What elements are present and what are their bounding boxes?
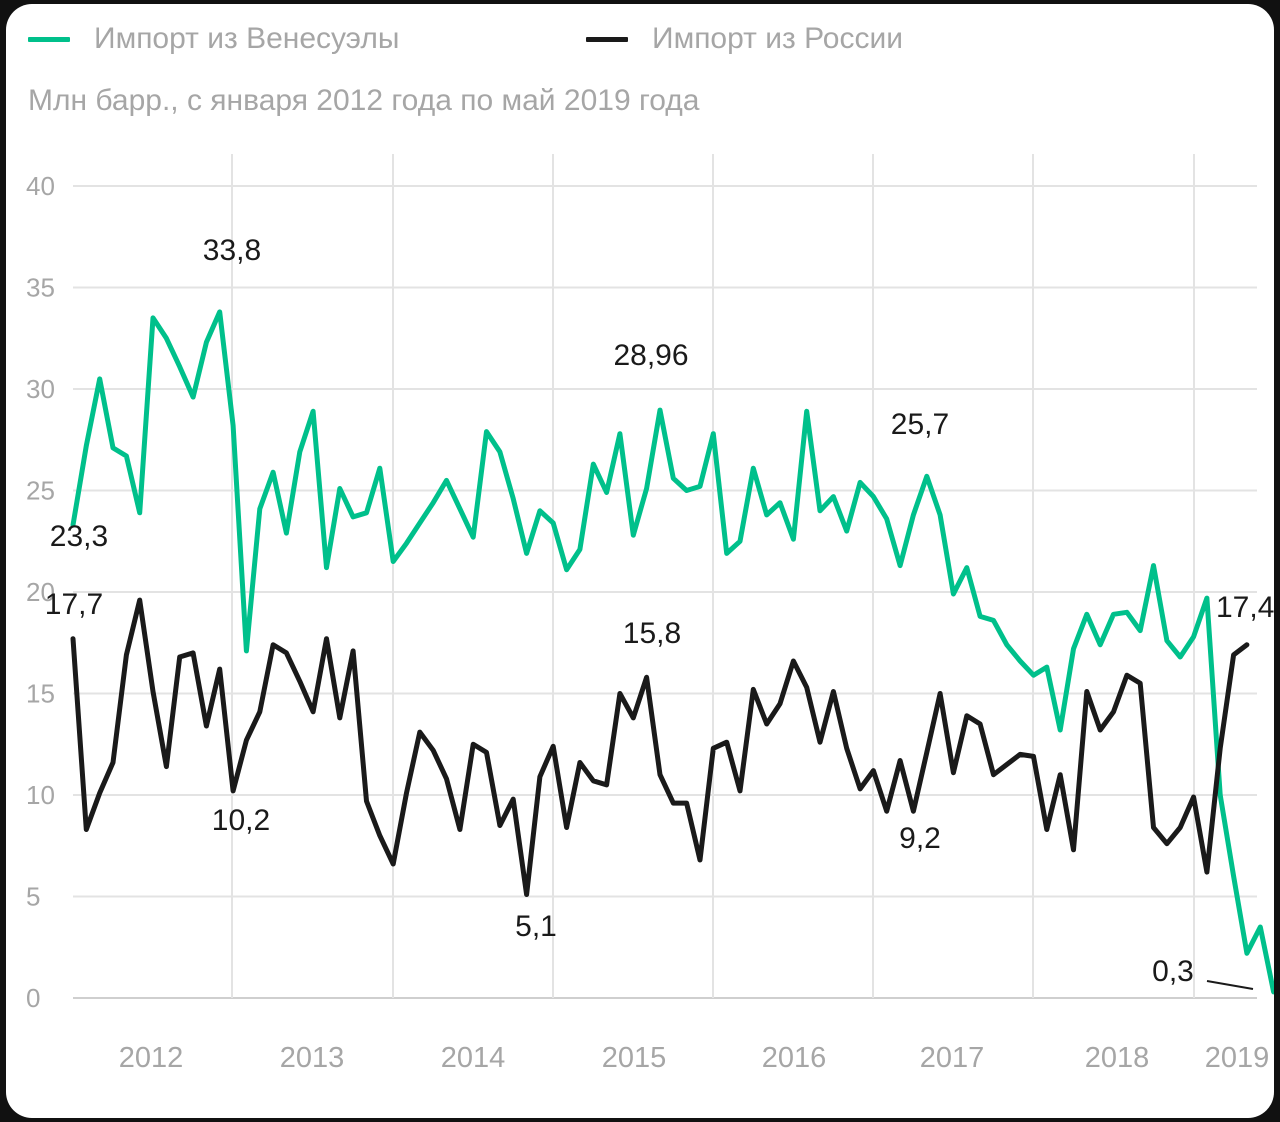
chart-subtitle: Млн барр., с января 2012 года по май 201… [28, 84, 700, 117]
x-tick-label: 2017 [920, 1042, 985, 1074]
data-label: 28,96 [613, 339, 688, 372]
x-tick-label: 2015 [602, 1042, 667, 1074]
y-tick-label: 35 [26, 273, 55, 303]
data-label: 15,8 [623, 617, 681, 650]
data-label: 25,7 [891, 408, 949, 441]
legend-swatch-venezuela [28, 36, 70, 42]
y-tick-label: 15 [26, 679, 55, 709]
data-label: 17,7 [45, 588, 103, 621]
legend-item-venezuela: Импорт из Венесуэлы [28, 22, 399, 56]
chart-card: 0 5 10 15 20 25 30 35 40 2012 2013 2014 2015 2016 201… [6, 4, 1274, 1118]
legend-swatch-russia [586, 36, 628, 42]
y-axis-ticks: 0 5 10 15 20 25 30 35 40 [26, 171, 55, 1013]
legend-item-russia: Импорт из России [586, 22, 903, 56]
x-tick-label: 2018 [1085, 1042, 1150, 1074]
legend-label-russia: Импорт из России [652, 22, 903, 55]
grid [73, 154, 1257, 999]
x-tick-label: 2016 [762, 1042, 827, 1074]
y-tick-label: 25 [26, 476, 55, 506]
data-label: 9,2 [899, 822, 941, 855]
series-line-venezuela [70, 309, 1274, 995]
x-tick-label: 2012 [119, 1042, 184, 1074]
data-label: 10,2 [212, 804, 270, 837]
x-axis-ticks: 2012 2013 2014 2015 2016 2017 2018 2019 [119, 1042, 1270, 1074]
y-tick-label: 20 [26, 577, 55, 607]
x-tick-label: 2014 [441, 1042, 506, 1074]
y-tick-label: 10 [26, 780, 55, 810]
data-label: 17,4 [1216, 591, 1274, 624]
data-label: 33,8 [203, 234, 261, 267]
y-tick-label: 30 [26, 374, 55, 404]
y-tick-label: 40 [26, 171, 55, 201]
x-tick-label: 2013 [280, 1042, 345, 1074]
x-tick-label: 2019 [1205, 1042, 1270, 1074]
data-label-leader [1206, 980, 1254, 990]
series-lines [70, 309, 1274, 995]
legend-label-venezuela: Импорт из Венесуэлы [94, 22, 400, 55]
data-label: 5,1 [515, 910, 557, 943]
data-labels: 23,3 17,7 33,8 10,2 28,96 15,8 5,1 25,7 9,2 17,4 0… [45, 234, 1274, 990]
series-line-russia [70, 597, 1250, 897]
data-label: 0,3 [1152, 955, 1194, 988]
chart-legend: Импорт из Венесуэлы Импорт из России [6, 4, 1274, 84]
data-label: 23,3 [50, 520, 108, 553]
y-tick-label: 5 [26, 882, 40, 912]
y-tick-label: 0 [26, 983, 40, 1013]
